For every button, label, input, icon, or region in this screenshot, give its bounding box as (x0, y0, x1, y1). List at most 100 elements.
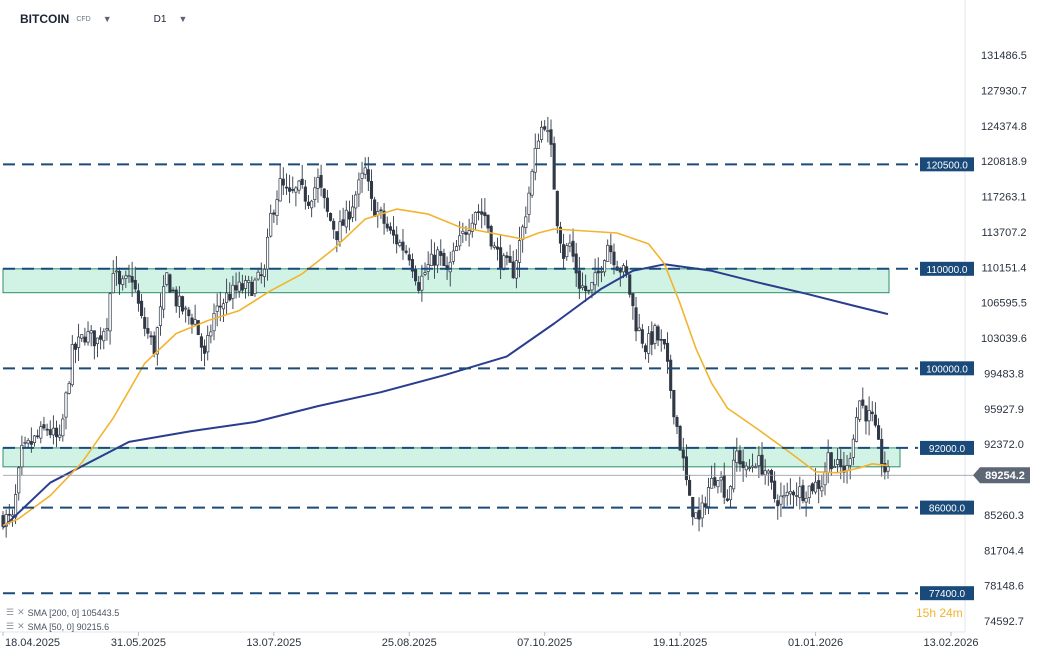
candle-body (773, 480, 777, 499)
x-tick-label: 19.11.2025 (653, 637, 707, 649)
candle-body (458, 235, 462, 247)
candle-body (606, 244, 610, 262)
candle-body (530, 171, 534, 196)
candle-body (351, 206, 355, 218)
candle-body (158, 306, 163, 326)
candle-body (836, 459, 840, 465)
candle-body (694, 512, 698, 519)
candle-body (162, 286, 166, 310)
candle-body (234, 285, 238, 291)
candle-body (54, 427, 59, 438)
candle-body (533, 147, 537, 173)
candle-body (751, 465, 755, 468)
candle-body (395, 234, 399, 245)
candle-body (278, 178, 282, 202)
candle-body (341, 219, 345, 226)
candle-body (870, 411, 874, 415)
candle-body (618, 269, 622, 273)
candle-body (804, 497, 808, 503)
candle-body (848, 458, 852, 466)
settings-icon[interactable]: ☰ (6, 621, 15, 631)
candle-body (26, 440, 30, 444)
candle-body (14, 494, 18, 518)
candle-body (187, 309, 191, 317)
candle-body (688, 479, 692, 496)
candle-body (180, 296, 185, 312)
candle-body (665, 342, 670, 362)
candle-body (288, 187, 292, 192)
candle-body (587, 289, 591, 292)
candle-body (766, 470, 770, 474)
candle-body (171, 289, 175, 292)
candle-body (338, 221, 342, 243)
candle-body (499, 247, 503, 268)
candle-body (130, 276, 134, 283)
candle-body (284, 186, 289, 189)
candle-body (322, 188, 326, 199)
candle-body (681, 449, 685, 459)
level-tag (920, 361, 974, 376)
indicator-legend-sma200[interactable]: ☰ ✕ SMA [200, 0] 105443.5 (6, 607, 119, 618)
candle-body (344, 209, 348, 228)
candle-body (508, 256, 512, 263)
candle-body (225, 292, 229, 303)
candle-body (486, 214, 490, 229)
candle-body (423, 272, 427, 275)
candle-body (95, 337, 100, 345)
y-tick-label: 124374.8 (981, 121, 1027, 133)
close-icon[interactable]: ✕ (17, 621, 25, 631)
candle-body (77, 336, 81, 348)
candle-body (442, 252, 446, 267)
candle-body (580, 285, 585, 289)
candle-body (404, 250, 408, 253)
y-tick-label: 81704.4 (984, 545, 1024, 557)
candle-body (543, 126, 547, 130)
y-tick-label: 120818.9 (981, 156, 1027, 168)
candle-body (272, 212, 276, 215)
candle-body (436, 249, 440, 266)
symbol-type-tag: CFD (76, 15, 91, 23)
indicator-legend-sma50[interactable]: ☰ ✕ SMA [50, 0] 90215.6 (6, 621, 109, 632)
candle-body (86, 331, 90, 343)
candle-body (738, 450, 742, 465)
candle-body (347, 211, 351, 220)
candle-body (218, 305, 222, 308)
symbol-dropdown-icon[interactable]: ▼ (102, 14, 112, 24)
candle-body (540, 126, 544, 140)
candle-body (149, 335, 153, 338)
candle-body (209, 331, 213, 337)
candle-body (414, 269, 418, 282)
candle-body (247, 280, 251, 283)
candle-body (795, 495, 799, 497)
y-tick-label: 74592.7 (984, 616, 1024, 628)
candle-body (524, 216, 528, 229)
candle-body (281, 178, 285, 186)
y-tick-label: 127930.7 (981, 85, 1027, 97)
candle-body (706, 487, 711, 507)
candle-body (439, 251, 443, 256)
candle-body (536, 140, 540, 149)
candle-body (839, 459, 843, 468)
candle-body (719, 476, 723, 481)
x-tick-label: 01.01.2026 (788, 637, 843, 649)
candle-body (555, 190, 559, 227)
candle-body (250, 281, 254, 297)
timeframe-selector[interactable]: D1 (153, 13, 167, 25)
candle-countdown: 15h 24m (916, 606, 963, 620)
candle-body (108, 293, 112, 332)
candle-body (143, 317, 147, 329)
chart-toolbar: BITCOIN CFD ▼ D1 ▼ (20, 10, 187, 28)
candle-body (275, 199, 279, 216)
candle-body (325, 197, 329, 212)
symbol-name[interactable]: BITCOIN (20, 12, 70, 26)
timeframe-dropdown-icon[interactable]: ▼ (178, 14, 188, 24)
current-price-label: 89254.2 (985, 470, 1025, 482)
settings-icon[interactable]: ☰ (6, 607, 15, 617)
candle-body (877, 425, 881, 440)
candle-body (294, 187, 298, 193)
candle-body (410, 259, 414, 272)
candle-body (221, 303, 226, 310)
candle-body (105, 328, 109, 331)
close-icon[interactable]: ✕ (17, 607, 25, 617)
